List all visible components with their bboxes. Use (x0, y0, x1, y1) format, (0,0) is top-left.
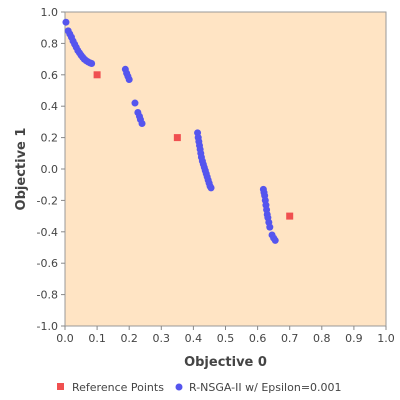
solution-point (266, 223, 274, 231)
y-tick-label: 0.4 (41, 100, 59, 113)
x-axis-title: Objective 0 (184, 355, 267, 370)
solution-point (207, 184, 215, 192)
y-tick-label: 0.6 (41, 69, 59, 82)
x-tick-label: 0.7 (281, 332, 299, 345)
reference-point (286, 212, 294, 220)
x-tick-label: 0.5 (217, 332, 235, 345)
x-tick-label: 0.1 (88, 332, 106, 345)
y-axis: 1.0 0.8 0.6 0.4 0.2 0.0 -0.2 -0.4 -0.6 -0.8 -1.0 (37, 6, 65, 333)
y-tick-label: -0.8 (37, 289, 58, 302)
y-tick-label: -1.0 (37, 320, 58, 333)
solution-point (62, 18, 70, 26)
y-tick-label: -0.2 (37, 194, 58, 207)
y-tick-label: 1.0 (41, 6, 59, 19)
x-axis: 0.0 0.1 0.2 0.3 0.4 0.5 0.6 0.7 0.8 0.9 1.0 (56, 326, 395, 345)
legend-marker-r-nsga-ii (175, 383, 183, 391)
x-tick-label: 0.8 (313, 332, 331, 345)
y-tick-label: 0.0 (41, 163, 59, 176)
solution-point (138, 119, 146, 127)
x-tick-label: 0.0 (56, 332, 74, 345)
legend-label-r-nsga-ii: R-NSGA-II w/ Epsilon=0.001 (189, 381, 342, 394)
x-tick-label: 0.2 (120, 332, 138, 345)
reference-point (173, 134, 181, 142)
legend: Reference Points R-NSGA-II w/ Epsilon=0.… (57, 381, 342, 394)
plot-area (64, 11, 387, 327)
x-tick-label: 0.6 (249, 332, 267, 345)
y-axis-title: Objective 1 (14, 128, 29, 211)
y-tick-label: 0.8 (41, 37, 59, 50)
solution-point (271, 236, 279, 244)
solution-point (88, 59, 96, 67)
reference-point (93, 71, 101, 79)
legend-marker-reference-points (57, 383, 64, 390)
solution-point (125, 76, 133, 84)
y-tick-label: 0.2 (41, 132, 59, 145)
x-tick-label: 0.4 (185, 332, 203, 345)
x-tick-label: 0.9 (345, 332, 363, 345)
data-points (62, 18, 294, 244)
y-tick-label: -0.4 (37, 226, 58, 239)
x-tick-label: 1.0 (377, 332, 395, 345)
legend-label-reference-points: Reference Points (72, 381, 164, 394)
y-tick-label: -0.6 (37, 257, 58, 270)
solution-point (131, 99, 139, 107)
x-tick-label: 0.3 (153, 332, 171, 345)
